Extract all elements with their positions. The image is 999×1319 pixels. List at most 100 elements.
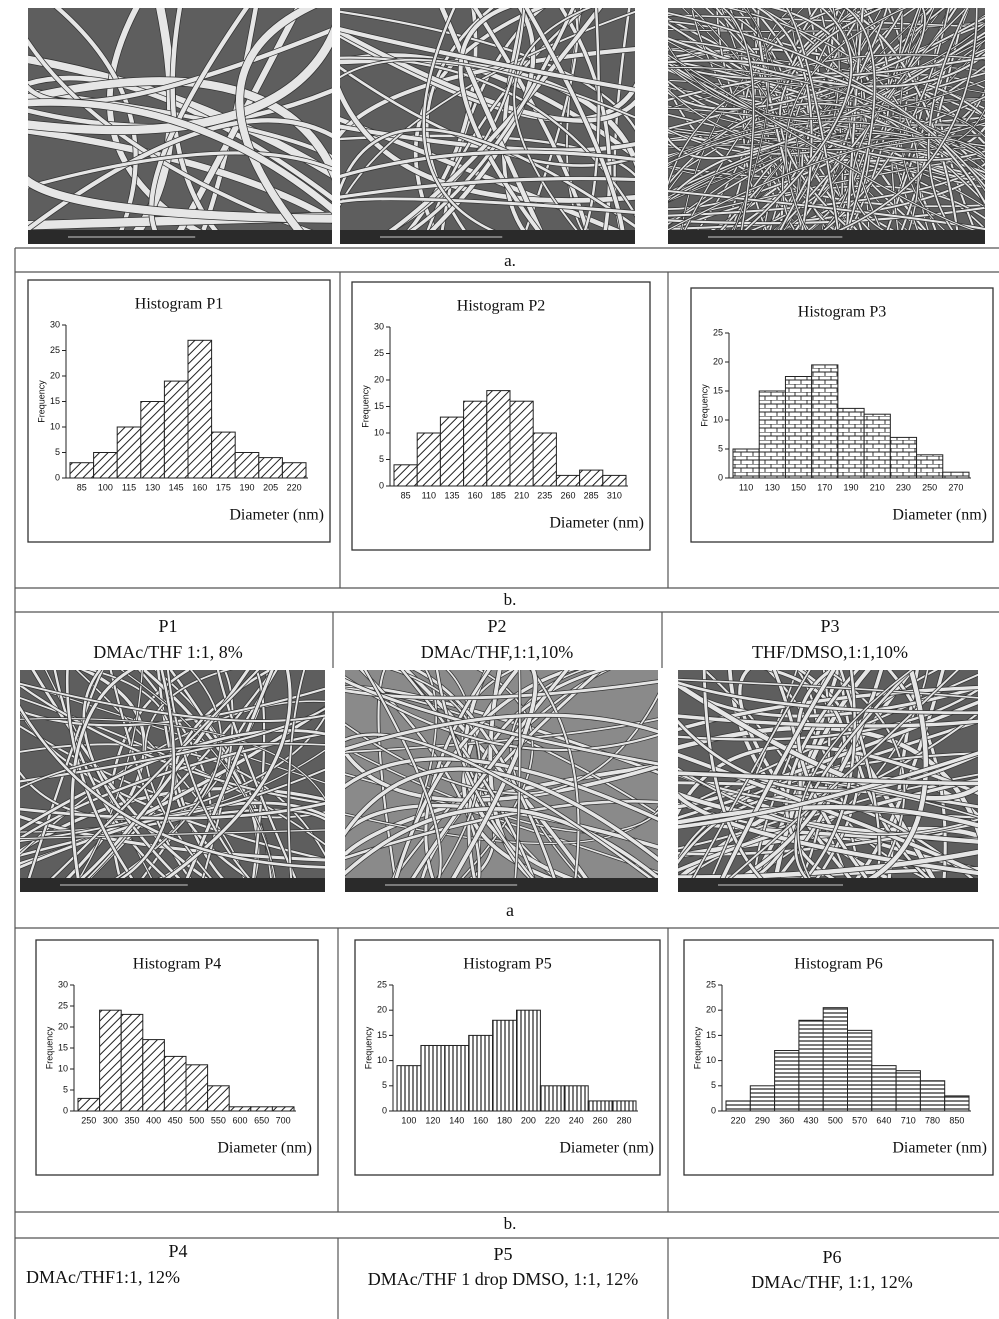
bar [812, 365, 838, 478]
y-tick-label: 20 [713, 356, 723, 366]
bar [556, 475, 579, 486]
y-axis-label: Frequency [36, 380, 46, 423]
x-tick-label: 400 [146, 1115, 161, 1125]
bar [259, 458, 283, 478]
bar [70, 463, 94, 478]
sample-solution-box: DMAc/THF 1 drop DMSO, 1:1, 12% [345, 1268, 661, 1319]
x-axis-label: Diameter (nm) [549, 515, 644, 532]
y-tick-label: 15 [58, 1042, 68, 1052]
bar [943, 472, 969, 478]
x-tick-label: 260 [593, 1115, 608, 1125]
bar [469, 1035, 493, 1111]
x-tick-label: 175 [216, 482, 231, 492]
bar [510, 401, 533, 486]
bar [838, 408, 864, 478]
x-tick-label: 210 [514, 490, 529, 500]
x-tick-label: 190 [843, 482, 858, 492]
y-tick-label: 20 [58, 1021, 68, 1031]
histogram: Histogram P1FrequencyDiameter (nm)051015… [28, 280, 330, 542]
y-axis-label: Frequency [44, 1026, 54, 1069]
x-tick-label: 430 [804, 1115, 819, 1125]
y-tick-label: 25 [713, 327, 723, 337]
x-tick-label: 100 [98, 482, 113, 492]
x-tick-label: 250 [81, 1115, 96, 1125]
x-tick-label: 120 [425, 1115, 440, 1125]
x-tick-label: 450 [168, 1115, 183, 1125]
bar [533, 433, 556, 486]
bar [394, 465, 417, 486]
bar [896, 1071, 920, 1111]
bar [603, 475, 626, 486]
y-axis-label: Frequency [699, 384, 709, 427]
y-tick-label: 5 [382, 1080, 387, 1090]
sample-name: P3 [820, 616, 839, 636]
x-tick-label: 310 [607, 490, 622, 500]
x-tick-label: 160 [473, 1115, 488, 1125]
bar [540, 1086, 564, 1111]
y-tick-label: 15 [374, 401, 384, 411]
figure: a. b. P1 DMAc/THF 1:1, 8% P2 DMAc/THF,1:… [0, 0, 999, 1319]
y-tick-label: 20 [374, 374, 384, 384]
bar [94, 453, 118, 479]
x-tick-label: 130 [145, 482, 160, 492]
x-axis-label: Diameter (nm) [892, 507, 987, 524]
x-tick-label: 230 [896, 482, 911, 492]
bar [212, 432, 236, 478]
x-axis-label: Diameter (nm) [217, 1140, 312, 1157]
histogram: Histogram P2FrequencyDiameter (nm)051015… [352, 282, 650, 550]
x-tick-label: 290 [755, 1115, 770, 1125]
caption: b. [504, 590, 517, 609]
y-tick-label: 5 [379, 454, 384, 464]
sem-image [335, 660, 668, 902]
y-tick-label: 0 [379, 480, 384, 490]
sample-solution: DMAc/THF1:1, 12% [26, 1267, 180, 1287]
x-tick-label: 180 [497, 1115, 512, 1125]
x-tick-label: 145 [169, 482, 184, 492]
bar [417, 433, 440, 486]
x-tick-label: 280 [617, 1115, 632, 1125]
chart-title: Histogram P2 [457, 298, 545, 315]
x-tick-label: 285 [584, 490, 599, 500]
y-tick-label: 30 [50, 319, 60, 329]
bar [775, 1051, 799, 1111]
bar [733, 449, 759, 478]
bar [251, 1107, 273, 1111]
x-tick-label: 235 [537, 490, 552, 500]
bar [580, 470, 603, 486]
bar [750, 1086, 774, 1111]
bar [799, 1020, 823, 1111]
y-tick-label: 5 [718, 443, 723, 453]
y-tick-label: 0 [55, 472, 60, 482]
x-tick-label: 640 [876, 1115, 891, 1125]
chart-title: Histogram P1 [135, 296, 223, 313]
y-tick-label: 25 [377, 979, 387, 989]
bar [445, 1045, 469, 1111]
sample-solution: DMAc/THF 1 drop DMSO, 1:1, 12% [345, 1268, 661, 1290]
x-axis-label: Diameter (nm) [892, 1140, 987, 1157]
bar [872, 1066, 896, 1111]
x-tick-label: 220 [287, 482, 302, 492]
bar [823, 1008, 847, 1111]
y-tick-label: 20 [377, 1005, 387, 1015]
sample-name: P5 [493, 1244, 512, 1264]
bar [188, 340, 212, 478]
sem-image [658, 0, 995, 254]
x-tick-label: 780 [925, 1115, 940, 1125]
sample-solution: DMAc/THF, 1:1, 12% [751, 1272, 913, 1292]
x-tick-label: 350 [124, 1115, 139, 1125]
y-tick-label: 0 [63, 1105, 68, 1115]
histogram: Histogram P4FrequencyDiameter (nm)051015… [36, 940, 318, 1175]
y-tick-label: 10 [377, 1055, 387, 1065]
bar [141, 402, 165, 479]
y-tick-label: 0 [718, 472, 723, 482]
x-tick-label: 160 [468, 490, 483, 500]
y-tick-label: 15 [713, 385, 723, 395]
y-tick-label: 10 [374, 427, 384, 437]
bar [785, 377, 811, 479]
x-tick-label: 210 [870, 482, 885, 492]
y-tick-label: 0 [382, 1105, 387, 1115]
chart-title: Histogram P6 [794, 956, 882, 973]
x-tick-label: 700 [276, 1115, 291, 1125]
sem-image [10, 660, 335, 902]
x-tick-label: 160 [192, 482, 207, 492]
